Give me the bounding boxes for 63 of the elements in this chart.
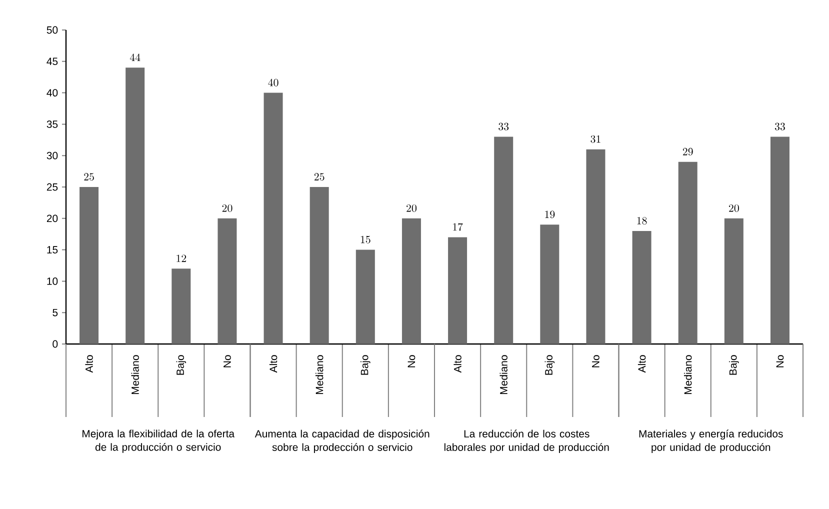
data-label: 17 (453, 223, 463, 231)
y-tick-label: 30 (46, 152, 58, 160)
data-label: 25 (314, 173, 324, 181)
data-label: 18 (637, 217, 647, 225)
y-tick-label: 5 (52, 308, 58, 316)
bar (632, 230, 652, 344)
x-tick-label: Mediano (684, 355, 692, 394)
bar (80, 187, 99, 344)
data-label: 12 (176, 254, 186, 262)
x-tick-label: Bajo (360, 355, 370, 375)
data-label: 31 (590, 135, 600, 143)
data-label: 33 (498, 122, 509, 130)
x-tick-label: Mediano (316, 355, 324, 394)
data-label: 25 (84, 173, 94, 181)
data-label: 44 (130, 54, 140, 61)
x-tick-label: Bajo (544, 355, 555, 375)
y-tick-label: 25 (46, 183, 58, 191)
bar (448, 237, 468, 344)
y-tick-label: 40 (46, 89, 58, 97)
bar (126, 68, 145, 344)
bar (310, 187, 329, 344)
x-tick-label: Alto (454, 355, 462, 373)
bar (724, 218, 744, 344)
text: La reducción de los costes laborales por unidad de producción (444, 430, 609, 454)
data-label: 33 (774, 122, 785, 130)
x-tick-label: Mediano (500, 355, 508, 394)
bar (770, 136, 790, 344)
text: Aumenta la capacidad de disposición sobre la prodección o servicio (254, 430, 430, 454)
data-label: 20 (406, 204, 416, 212)
x-tick-label: Bajo (176, 355, 186, 375)
data-label: 20 (729, 204, 739, 212)
y-tick-label: 0 (52, 340, 58, 348)
data-label: 40 (268, 78, 278, 86)
y-tick-label: 50 (46, 26, 58, 34)
y-tick-label: 15 (47, 246, 58, 254)
text: Materiales y energía reducidos por unidad de producción (639, 430, 783, 454)
bar (586, 149, 606, 344)
x-tick-label: No (408, 355, 416, 368)
x-tick-label: Mediano (131, 355, 139, 394)
x-tick-label: Bajo (729, 355, 739, 375)
data-label: 29 (682, 148, 693, 156)
y-tick-label: 10 (47, 278, 58, 285)
bar (402, 218, 421, 344)
y-tick-label: 20 (46, 214, 58, 222)
bar (172, 268, 191, 344)
bar (356, 250, 375, 344)
x-tick-label: Alto (85, 355, 93, 373)
x-tick-label: Alto (269, 355, 278, 373)
bar (540, 224, 560, 344)
x-tick-label: Alto (638, 355, 646, 373)
data-label: 15 (360, 236, 370, 244)
bar (218, 218, 237, 344)
y-tick-label: 45 (46, 58, 58, 66)
bar (494, 136, 514, 344)
y-tick-label: 35 (46, 120, 58, 128)
x-tick-label: No (592, 355, 600, 368)
data-label: 19 (545, 210, 555, 218)
data-label: 20 (222, 204, 232, 212)
x-tick-label: No (776, 355, 784, 368)
bar (264, 92, 283, 344)
x-tick-label: No (224, 355, 231, 368)
text: Mejora la flexibilidad de la oferta de la producción o servicio (82, 430, 235, 453)
bar (678, 162, 698, 344)
